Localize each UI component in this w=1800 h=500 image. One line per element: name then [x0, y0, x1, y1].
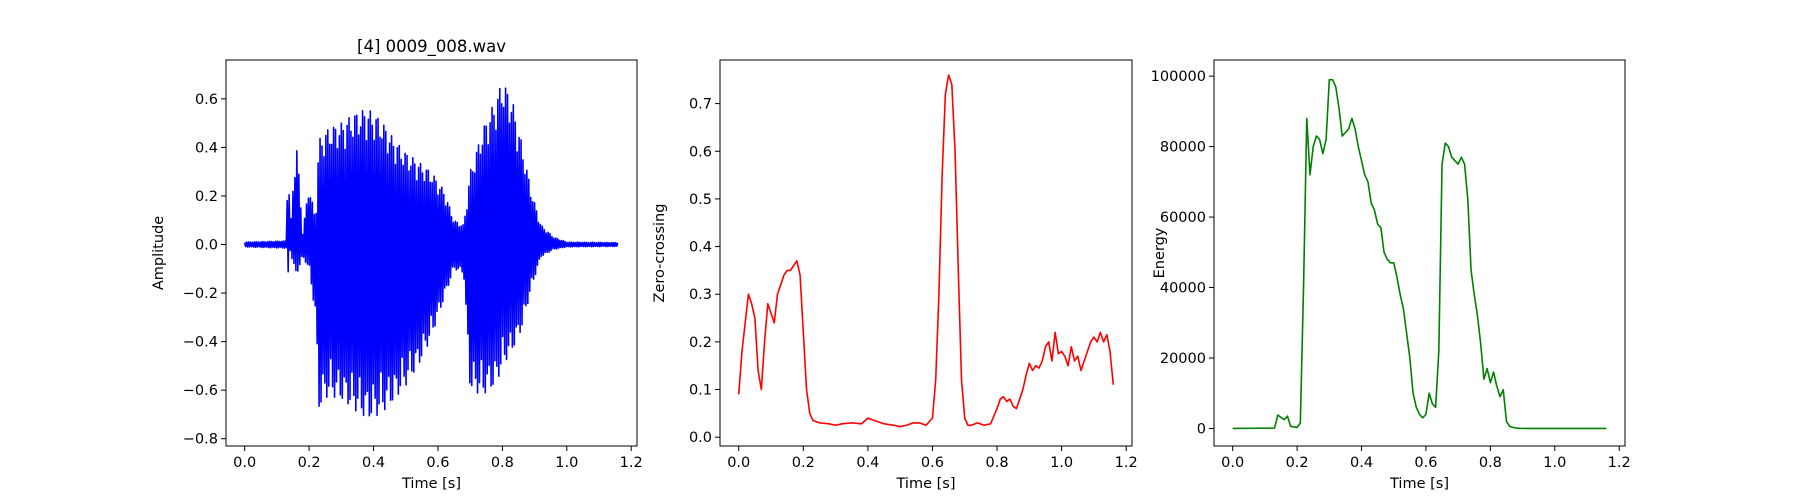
y-tick-label: 40000 [1160, 281, 1206, 297]
chart-panels: 0.0 0.2 0.4 0.6 0.8 1.0 1.2 −0.8 −0.6 −0.4 −0.2 0.0… [151, 37, 1631, 492]
y-tick-label: 0 [1197, 421, 1206, 437]
y-tick-label: 0.1 [689, 383, 712, 399]
y-tick-label: 0.3 [689, 287, 712, 303]
axes-frame [719, 59, 1133, 447]
x-tick-label: 0.0 [727, 455, 750, 471]
series-group [243, 87, 619, 417]
x-tick-label: 0.0 [1221, 455, 1244, 471]
x-tick-label: 1.2 [620, 455, 643, 471]
x-tick-label: 0.2 [298, 455, 321, 471]
chart-panel-1: 0.0 0.2 0.4 0.6 0.8 1.0 1.2 −0.8 −0.6 −0.4 −0.2 0.0… [151, 37, 643, 492]
x-tick-label: 0.4 [856, 455, 879, 471]
x-tick-label: 0.6 [1414, 455, 1437, 471]
y-tick-label: 0.2 [195, 189, 218, 205]
x-tick-label: 1.0 [555, 455, 578, 471]
series-line-1 [1232, 78, 1607, 430]
y-tick-label: −0.6 [183, 383, 218, 399]
y-tick-label: 0.5 [689, 192, 712, 208]
y-tick-label: 60000 [1160, 210, 1206, 226]
y-tick-label: 0.6 [689, 144, 712, 160]
y-tick-label: −0.8 [183, 432, 218, 448]
y-axis-label: Zero-crossing [652, 204, 668, 303]
x-axis-label: Time [s] [1389, 476, 1449, 492]
y-tick-label: 0.7 [689, 97, 712, 113]
series-line-1 [737, 74, 1115, 428]
y-axis-label: Amplitude [151, 216, 167, 290]
y-axis-label: Energy [1152, 227, 1168, 278]
y-tick-label: 80000 [1160, 140, 1206, 156]
axes-frame [1213, 59, 1626, 447]
x-tick-label: 0.6 [921, 455, 944, 471]
x-tick-label: 0.8 [491, 455, 514, 471]
y-tick-label: 0.2 [689, 335, 712, 351]
x-tick-label: 1.2 [1608, 455, 1631, 471]
chart-title: [4] 0009_008.wav [357, 37, 506, 57]
y-tick-label: −0.4 [183, 335, 218, 351]
axes-frame [225, 59, 638, 447]
x-tick-label: 1.0 [1050, 455, 1073, 471]
chart-panel-2: 0.0 0.2 0.4 0.6 0.8 1.0 1.2 0.0 0.1 0.2 0.3 0.4 0.5 0… [652, 59, 1138, 492]
y-tick-label: 0.0 [195, 238, 218, 254]
x-tick-label: 0.8 [1479, 455, 1502, 471]
x-axis-label: Time [s] [401, 476, 461, 492]
x-tick-label: 0.4 [1350, 455, 1373, 471]
x-tick-label: 0.6 [426, 455, 449, 471]
y-tick-label: −0.2 [183, 286, 218, 302]
y-tick-label: 0.6 [195, 92, 218, 108]
x-axis-label: Time [s] [896, 476, 956, 492]
x-tick-label: 0.0 [233, 455, 256, 471]
x-tick-label: 1.0 [1543, 455, 1566, 471]
y-tick-label: 100000 [1151, 69, 1206, 85]
x-tick-label: 1.2 [1115, 455, 1138, 471]
chart-panel-3: 0.0 0.2 0.4 0.6 0.8 1.0 1.2 0 20000 40000 60000 800… [1151, 59, 1631, 492]
y-tick-label: 0.0 [689, 430, 712, 446]
x-tick-label: 0.2 [1286, 455, 1309, 471]
x-tick-label: 0.8 [986, 455, 1009, 471]
series-group [737, 74, 1115, 428]
y-tick-label: 20000 [1160, 351, 1206, 367]
x-tick-label: 0.4 [362, 455, 385, 471]
series-line-1 [243, 87, 619, 417]
y-tick-label: 0.4 [195, 140, 218, 156]
y-tick-label: 0.4 [689, 240, 712, 256]
x-tick-label: 0.2 [792, 455, 815, 471]
series-group [1232, 78, 1607, 430]
